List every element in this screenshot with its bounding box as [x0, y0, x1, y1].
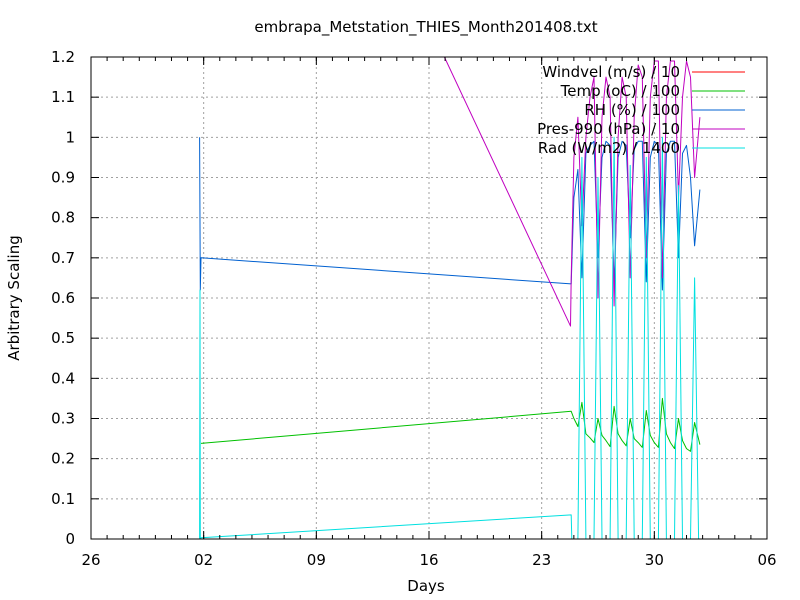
- y-tick-label: 0.3: [51, 410, 75, 428]
- y-tick-label: 1.1: [51, 88, 75, 106]
- y-tick-label: 0.2: [51, 450, 75, 468]
- axis-ticks: 26 02 09 16 23 30 06 0 0.1 0.2 0.3 0.4 0.5 0.6 0.7 0.8 0…: [51, 48, 776, 569]
- y-tick-label: 0.6: [51, 289, 75, 307]
- y-tick-label: 0.5: [51, 329, 75, 347]
- x-tick-label: 30: [645, 551, 664, 569]
- x-tick-label: 02: [194, 551, 213, 569]
- series-line: [200, 397, 701, 452]
- legend-label: Pres-990 (hPa) / 10: [537, 120, 680, 138]
- y-tick-label: 0.1: [51, 490, 75, 508]
- y-tick-label: 1: [65, 128, 75, 146]
- legend-label: Windvel (m/s) / 10: [542, 63, 680, 81]
- y-tick-label: 0: [65, 530, 75, 548]
- y-axis-label: Arbitrary Scaling: [5, 235, 23, 361]
- x-tick-label: 09: [307, 551, 326, 569]
- series-layer: [199, 57, 701, 539]
- chart-title: embrapa_Metstation_THIES_Month201408.txt: [254, 18, 597, 37]
- y-tick-label: 0.8: [51, 209, 75, 227]
- series-line: [199, 136, 700, 539]
- series-line: [443, 57, 701, 327]
- x-tick-label: 23: [532, 551, 551, 569]
- x-tick-label: 26: [81, 551, 100, 569]
- x-tick-label: 16: [419, 551, 438, 569]
- y-tick-label: 1.2: [51, 48, 75, 66]
- y-tick-label: 0.9: [51, 169, 75, 187]
- legend-label: RH (%) / 100: [584, 101, 680, 119]
- grid: [91, 57, 767, 539]
- y-tick-label: 0.7: [51, 249, 75, 267]
- legend-label: Rad (W/m2) / 1400: [538, 139, 680, 157]
- y-tick-label: 0.4: [51, 369, 75, 387]
- x-axis-label: Days: [407, 577, 445, 595]
- legend-label: Temp (oC) / 100: [560, 82, 680, 100]
- x-tick-label: 06: [757, 551, 776, 569]
